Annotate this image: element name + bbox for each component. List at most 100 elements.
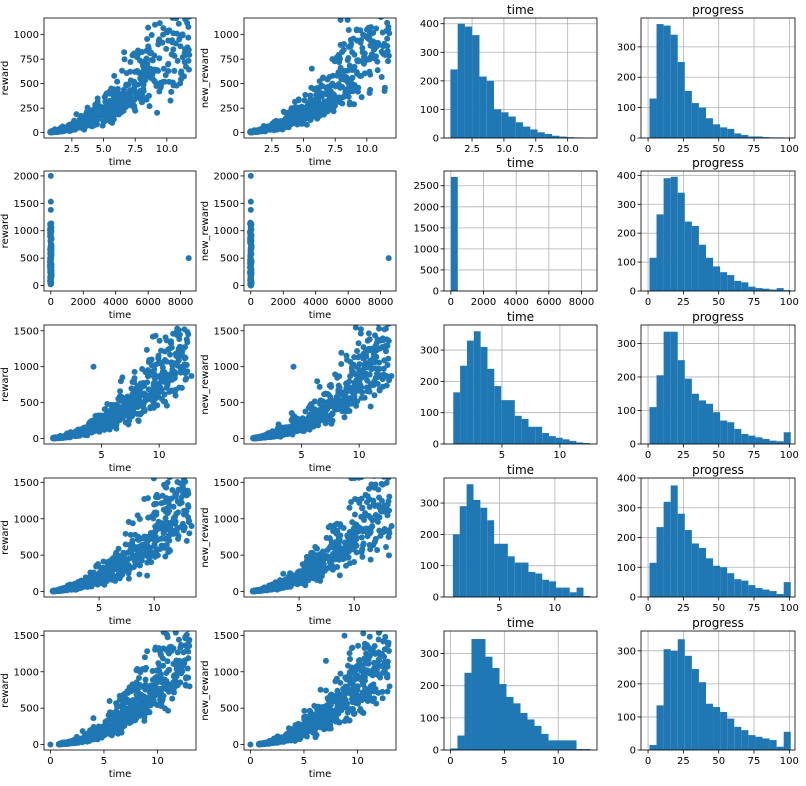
scatter-point	[167, 547, 174, 554]
scatter-point	[122, 397, 129, 404]
scatter-point	[170, 517, 177, 524]
scatter-point	[375, 359, 382, 366]
scatter-point	[383, 471, 389, 477]
y-tick-label: 2000	[14, 171, 39, 182]
scatter-point	[376, 527, 383, 534]
scatter-point	[338, 405, 345, 412]
scatter-point	[305, 404, 312, 411]
scatter-point	[182, 308, 188, 314]
x-tick-label: 5.0	[96, 144, 112, 155]
scatter-point	[175, 345, 182, 352]
scatter-point	[278, 429, 285, 436]
scatter-point	[95, 423, 102, 430]
scatter-point	[381, 50, 388, 57]
y-tick-label: 1500	[214, 199, 239, 210]
scatter-point	[105, 410, 112, 417]
scatter-point	[174, 57, 181, 64]
scatter-point	[335, 94, 342, 101]
scatter-point	[108, 111, 115, 118]
scatter-point	[371, 46, 378, 53]
histogram-bar	[691, 103, 699, 138]
scatter-point	[338, 361, 345, 368]
scatter-point	[162, 0, 168, 4]
scatter-point	[90, 363, 97, 370]
y-tick-label: 1000	[14, 226, 39, 237]
scatter-point	[327, 381, 334, 388]
y-tick-label: 1000	[14, 514, 39, 525]
scatter-point	[366, 336, 373, 343]
scatter-point	[188, 523, 195, 530]
scatter-point	[129, 102, 136, 109]
x-tick-label: 6000	[135, 297, 160, 308]
scatter-point	[131, 368, 138, 375]
scatter-point	[355, 478, 362, 481]
scatter-point	[325, 107, 332, 114]
scatter-point	[172, 429, 178, 435]
x-tick-label: 2.5	[64, 144, 80, 155]
scatter-point	[174, 362, 181, 369]
x-tick-label: 5	[96, 603, 102, 614]
scatter-point	[357, 326, 364, 333]
scatter-point	[306, 419, 313, 426]
scatter-point	[178, 315, 184, 321]
y-tick-label: 500	[20, 79, 39, 90]
scatter-point	[328, 411, 335, 418]
scatter-point	[366, 90, 373, 97]
axes-frame	[43, 477, 197, 598]
histogram-bar	[472, 35, 480, 138]
scatter-point	[348, 478, 355, 482]
y-axis-label: reward	[0, 214, 11, 249]
scatter-point	[316, 418, 323, 425]
x-tick-label: 2.5	[264, 144, 280, 155]
scatter-point	[110, 563, 117, 570]
scatter-point	[362, 374, 369, 381]
scatter-point	[337, 9, 343, 15]
scatter-point	[301, 97, 308, 104]
x-tick-label: 0	[448, 297, 454, 308]
scatter-point	[136, 536, 143, 543]
scatter-point	[362, 350, 369, 357]
scatter-point	[348, 65, 355, 72]
scatter-point	[134, 512, 141, 519]
scatter-point	[385, 498, 392, 505]
y-tick-label: 500	[220, 398, 239, 409]
scatter-point	[129, 520, 136, 527]
scatter-point	[170, 503, 177, 510]
scatter-point	[374, 462, 380, 468]
scatter-point	[342, 390, 349, 397]
scatter-point	[167, 370, 174, 377]
axes-frame	[43, 170, 197, 292]
scatter-point	[171, 375, 178, 382]
scatter-point	[375, 345, 382, 352]
scatter-point	[96, 106, 103, 113]
scatter-point	[358, 94, 365, 101]
histogram-bar	[727, 275, 735, 291]
scatter-point	[366, 503, 373, 510]
scatter-point	[150, 478, 157, 482]
histogram-bar	[734, 133, 742, 138]
scatter-point	[132, 553, 139, 560]
histogram-bar	[783, 432, 791, 444]
scatter-point	[156, 325, 159, 326]
scatter-point	[47, 263, 54, 270]
scatter-point	[371, 392, 378, 399]
scatter-point	[318, 90, 325, 97]
scatter-point	[386, 493, 393, 500]
scatter-point	[380, 12, 386, 18]
scatter-point	[384, 342, 391, 349]
histogram-bar	[566, 137, 574, 138]
scatter-point	[112, 107, 119, 114]
y-tick-label: 100	[617, 258, 636, 269]
scatter-point	[247, 250, 254, 257]
axes-frame	[243, 324, 397, 445]
x-tick-label: 5	[298, 450, 304, 461]
scatter-point	[126, 417, 133, 424]
histogram-bar	[720, 420, 728, 444]
plot-area	[450, 176, 590, 291]
scatter-point	[114, 414, 121, 421]
subplot-title: time	[507, 156, 534, 170]
x-tick-label: 6000	[335, 297, 360, 308]
